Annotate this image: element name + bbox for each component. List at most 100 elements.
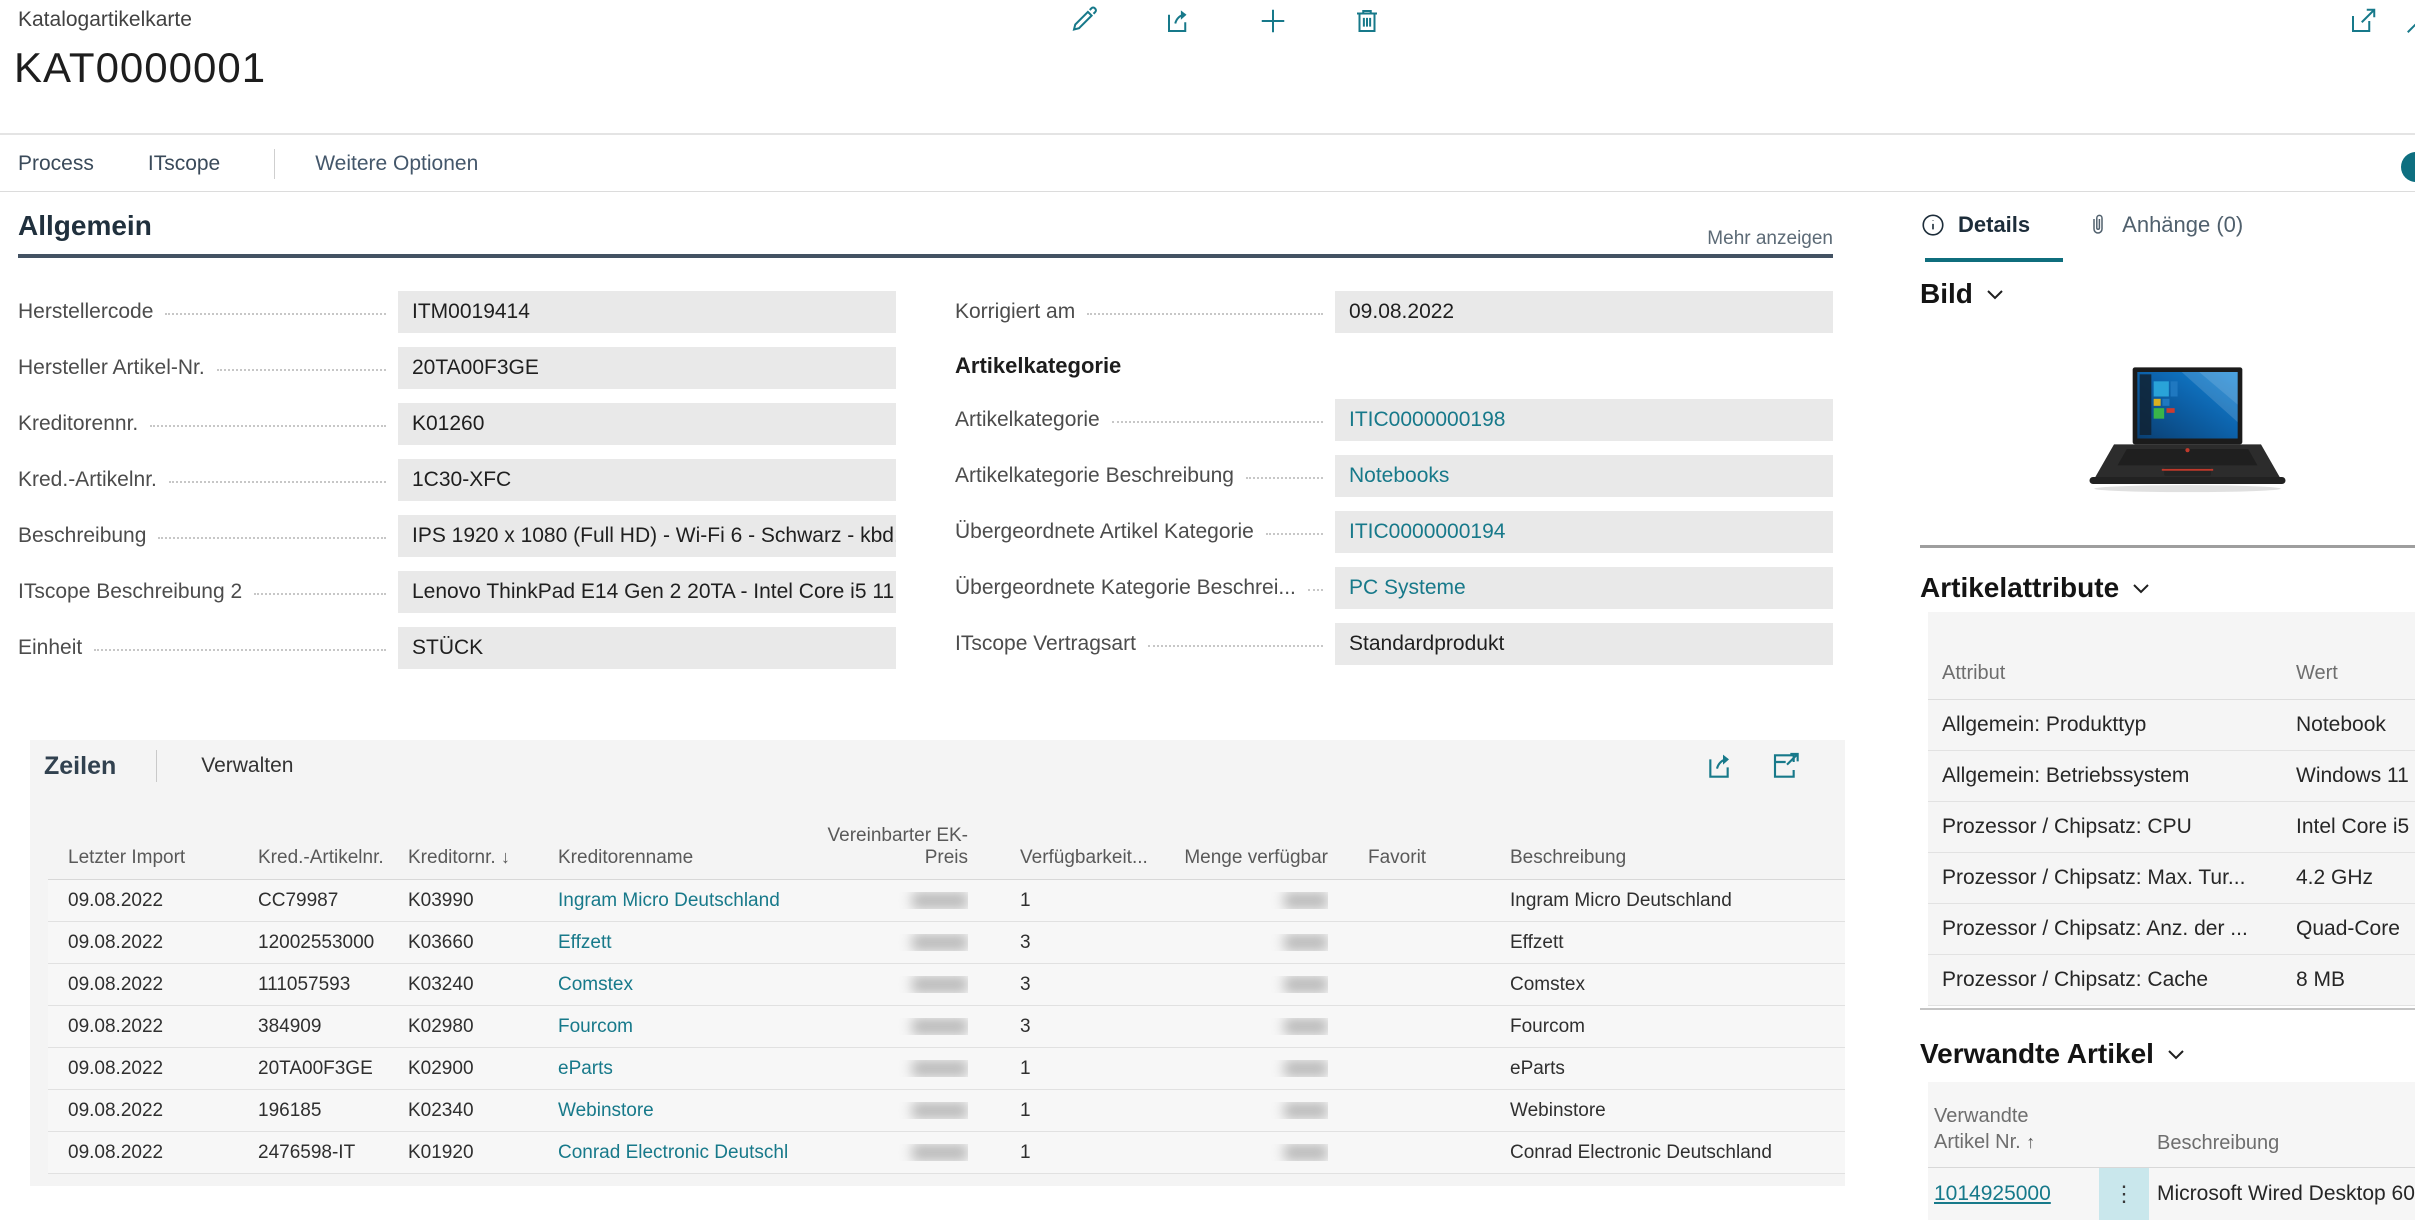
new-icon[interactable] xyxy=(1256,4,1290,38)
field-beschreibung: Beschreibung IPS 1920 x 1080 (Full HD) -… xyxy=(18,508,896,564)
column-wert[interactable]: Wert xyxy=(2296,662,2338,684)
field-label: Übergeordnete Kategorie Beschrei... xyxy=(955,576,1296,599)
table-row[interactable]: 09.08.2022 111057593 K03240 Comstex 3 Co… xyxy=(48,964,1845,1006)
field-label: Korrigiert am xyxy=(955,300,1076,323)
table-row[interactable]: Prozessor / Chipsatz: CPU Intel Core i5 xyxy=(1928,802,2415,853)
wert-cell: Notebook xyxy=(2296,713,2386,736)
section-zeilen: Zeilen Verwalten Letzter Import Kred.-Ar… xyxy=(30,740,1845,1186)
tab-anhaenge[interactable]: Anhänge (0) xyxy=(2086,212,2243,238)
section-heading-allgemein[interactable]: Allgemein xyxy=(18,210,152,241)
cell-kred-artikelnr: CC79987 xyxy=(258,889,339,911)
table-row[interactable]: Prozessor / Chipsatz: Anz. der ... Quad-… xyxy=(1928,904,2415,955)
kreditorenname-link[interactable]: Conrad Electronic Deutschl... xyxy=(558,1141,788,1163)
field-label: Herstellercode xyxy=(18,300,154,323)
delete-icon[interactable] xyxy=(1350,4,1384,38)
cell-letzter-import: 09.08.2022 xyxy=(68,1057,164,1079)
column-menge-verfuegbar[interactable]: Menge verfügbar xyxy=(1184,847,1328,868)
kreditorenname-link[interactable]: eParts xyxy=(558,1057,613,1079)
verwandte-artikel-nr-link[interactable]: 1014925000 xyxy=(1934,1182,2051,1205)
cell-menge-redacted xyxy=(1138,1102,1328,1119)
paperclip-icon xyxy=(2093,214,2103,234)
table-row[interactable]: 09.08.2022 384909 K02980 Fourcom 3 Fourc… xyxy=(48,1006,1845,1048)
column-letzter-import[interactable]: Letzter Import xyxy=(68,847,186,868)
column-kreditorenname[interactable]: Kreditorenname xyxy=(558,847,694,868)
expand-icon[interactable] xyxy=(2404,6,2415,36)
artikelkategorie-link[interactable]: ITIC0000000198 xyxy=(1335,399,1833,441)
page-title: KAT0000001 xyxy=(14,44,267,91)
kreditorennr-input[interactable]: K01260 xyxy=(398,403,896,445)
ribbon-item-process[interactable]: Process xyxy=(18,152,94,175)
table-row[interactable]: 09.08.2022 12002553000 K03660 Effzett 3 … xyxy=(48,922,1845,964)
cell-beschreibung: Conrad Electronic Deutschland xyxy=(1510,1141,1772,1163)
cell-kreditornr: K02900 xyxy=(408,1057,474,1079)
wert-cell: Intel Core i5 xyxy=(2296,815,2410,838)
table-row[interactable]: 1014925000 ⋮ Microsoft Wired Desktop 60 xyxy=(1928,1168,2415,1220)
artikelattribute-section-toggle[interactable]: Artikelattribute xyxy=(1920,572,2153,604)
table-row[interactable]: 09.08.2022 196185 K02340 Webinstore 1 We… xyxy=(48,1090,1845,1132)
itscope-beschreibung-2-input[interactable]: Lenovo ThinkPad E14 Gen 2 20TA - Intel C… xyxy=(398,571,896,613)
table-row[interactable]: Allgemein: Produkttyp Notebook xyxy=(1928,700,2415,751)
tab-details[interactable]: Details xyxy=(1920,212,2030,238)
table-row[interactable]: Prozessor / Chipsatz: Cache 8 MB xyxy=(1928,955,2415,1006)
cell-letzter-import: 09.08.2022 xyxy=(68,1141,164,1163)
column-beschreibung[interactable]: Beschreibung xyxy=(1510,847,1627,868)
column-beschreibung[interactable]: Beschreibung xyxy=(2157,1132,2280,1154)
cell-menge-redacted xyxy=(1138,892,1328,909)
column-ek-preis[interactable]: Vereinbarter EK-Preis xyxy=(827,825,968,868)
edit-icon[interactable] xyxy=(1068,4,1102,38)
hersteller-artikel-nr-input[interactable]: 20TA00F3GE xyxy=(398,347,896,389)
table-row[interactable]: 09.08.2022 20TA00F3GE K02900 eParts 1 eP… xyxy=(48,1048,1845,1090)
table-row[interactable]: 09.08.2022 CC79987 K03990 Ingram Micro D… xyxy=(48,880,1845,922)
table-row[interactable]: 09.08.2022 2476598-IT K01920 Conrad Elec… xyxy=(48,1132,1845,1174)
open-in-new-window-icon[interactable] xyxy=(2348,6,2378,36)
table-row[interactable]: Allgemein: Betriebssystem Windows 11 xyxy=(1928,751,2415,802)
factbox-tabs: Details Anhänge (0) xyxy=(1920,200,2415,250)
verwandte-artikel-section-toggle[interactable]: Verwandte Artikel xyxy=(1920,1038,2188,1070)
kred-artikelnr-input[interactable]: 1C30-XFC xyxy=(398,459,896,501)
column-kred-artikelnr[interactable]: Kred.-Artikelnr. xyxy=(258,847,384,868)
attribut-cell: Prozessor / Chipsatz: Max. Tur... xyxy=(1942,866,2246,889)
column-attribut[interactable]: Attribut xyxy=(1942,662,2006,684)
verwalten-menu[interactable]: Verwalten xyxy=(201,754,294,777)
verwandte-artikel-heading: Verwandte Artikel xyxy=(1920,1038,2154,1069)
uebergeordnete-artikel-kategorie-link[interactable]: ITIC0000000194 xyxy=(1335,511,1833,553)
wert-cell: Windows 11 xyxy=(2296,764,2409,787)
info-icon xyxy=(1922,214,1944,236)
row-menu-button[interactable]: ⋮ xyxy=(2099,1168,2149,1220)
column-kreditornr[interactable]: Kreditornr. ↓ xyxy=(408,847,510,868)
more-options-button[interactable]: Weitere Optionen xyxy=(315,152,479,175)
korrigiert-am-input[interactable]: 09.08.2022 xyxy=(1335,291,1833,333)
kreditorenname-link[interactable]: Webinstore xyxy=(558,1099,654,1121)
cell-verfuegbarkeit: 3 xyxy=(1020,931,1031,953)
cell-verfuegbarkeit: 1 xyxy=(1020,1141,1031,1163)
cell-ek-preis-redacted xyxy=(788,1018,968,1035)
ribbon-item-itscope[interactable]: ITscope xyxy=(147,152,221,175)
kreditorenname-link[interactable]: Ingram Micro Deutschland xyxy=(558,889,780,911)
kreditorenname-link[interactable]: Fourcom xyxy=(558,1015,633,1037)
kreditorenname-link[interactable]: Comstex xyxy=(558,973,633,995)
dotted-leader xyxy=(165,313,386,315)
table-row[interactable]: Prozessor / Chipsatz: Max. Tur... 4.2 GH… xyxy=(1928,853,2415,904)
herstellercode-input[interactable]: ITM0019414 xyxy=(398,291,896,333)
show-more-link[interactable]: Mehr anzeigen xyxy=(1707,228,1833,249)
product-image xyxy=(2089,367,2286,493)
cell-kreditornr: K02340 xyxy=(408,1099,474,1121)
kreditorenname-link[interactable]: Effzett xyxy=(558,931,612,953)
field-herstellercode: Herstellercode ITM0019414 xyxy=(18,284,896,340)
einheit-input[interactable]: STÜCK xyxy=(398,627,896,669)
field-artikelkategorie: Artikelkategorie ITIC0000000198 xyxy=(955,392,1833,448)
column-favorit[interactable]: Favorit xyxy=(1368,847,1427,868)
beschreibung-input[interactable]: IPS 1920 x 1080 (Full HD) - Wi-Fi 6 - Sc… xyxy=(398,515,896,557)
share-icon[interactable] xyxy=(1705,750,1737,782)
uebergeordnete-kategorie-beschreibung-link[interactable]: PC Systeme xyxy=(1335,567,1833,609)
edge-badge[interactable] xyxy=(2401,152,2415,182)
column-verwandte-artikel-nr[interactable]: Verwandte Artikel Nr. ↑ xyxy=(1934,1105,2036,1153)
factbox-pane: Details Anhänge (0) Bild xyxy=(1920,200,2415,1226)
itscope-vertragsart-input[interactable]: Standardprodukt xyxy=(1335,623,1833,665)
bild-section-toggle[interactable]: Bild xyxy=(1920,278,2007,310)
artikelkategorie-beschreibung-link[interactable]: Notebooks xyxy=(1335,455,1833,497)
open-in-window-icon[interactable] xyxy=(1771,750,1803,782)
zeilen-title[interactable]: Zeilen xyxy=(44,751,117,780)
column-verfuegbarkeit[interactable]: Verfügbarkeit... xyxy=(1020,847,1148,868)
share-icon[interactable] xyxy=(1162,4,1196,38)
